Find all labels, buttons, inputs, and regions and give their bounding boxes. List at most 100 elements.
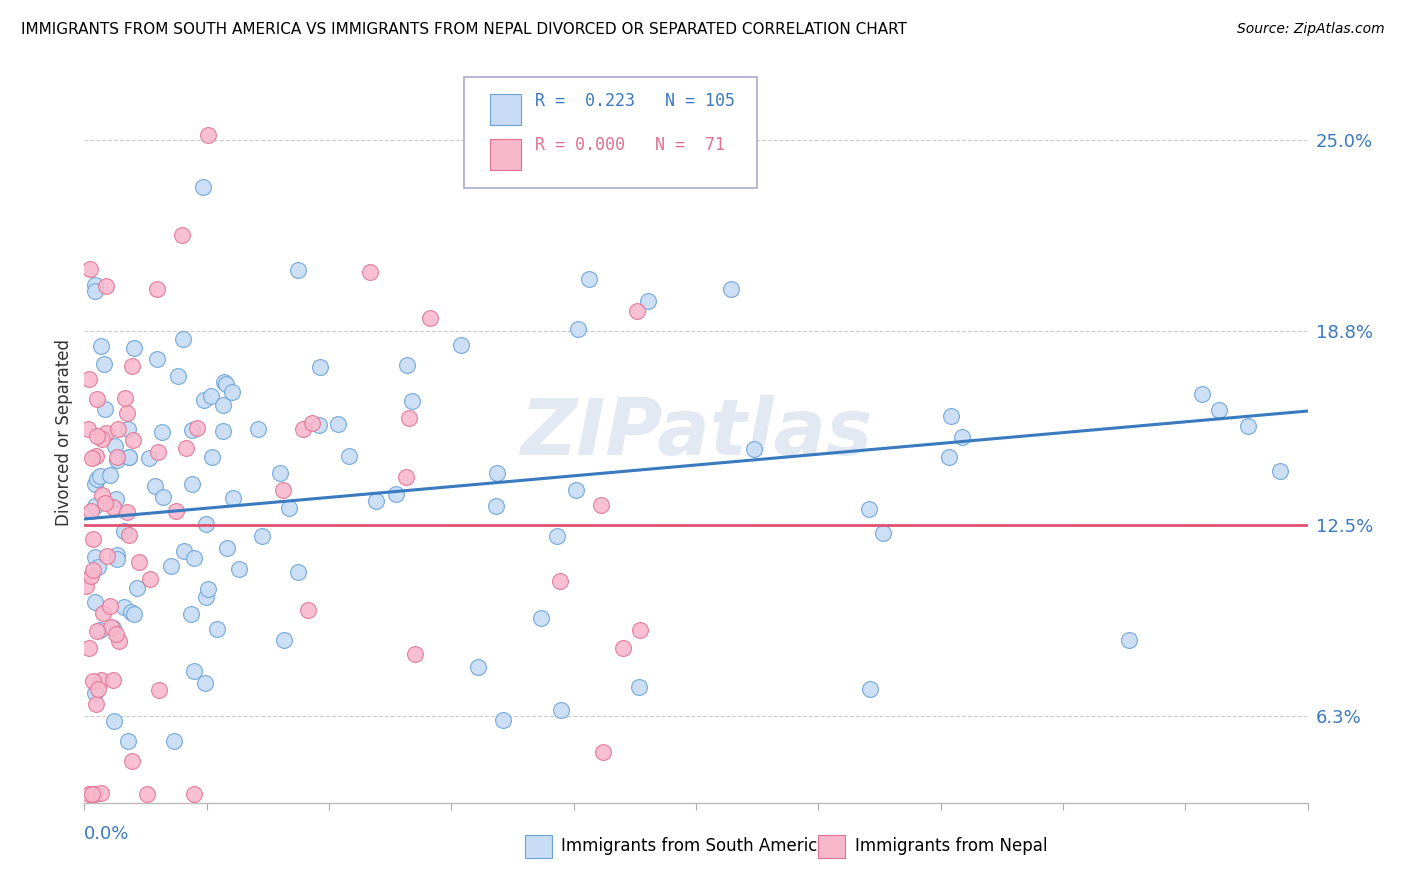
- Text: ZIPatlas: ZIPatlas: [520, 394, 872, 471]
- Point: [612, 641, 634, 656]
- Point: [269, 466, 291, 480]
- Text: R =  0.223   N = 105: R = 0.223 N = 105: [534, 92, 734, 110]
- Point: [105, 453, 128, 467]
- Point: [938, 450, 960, 464]
- Point: [152, 490, 174, 504]
- Point: [183, 664, 205, 678]
- Point: [578, 272, 600, 286]
- Bar: [524, 835, 551, 858]
- Point: [79, 641, 101, 656]
- Point: [76, 422, 98, 436]
- Point: [83, 686, 105, 700]
- Point: [165, 504, 187, 518]
- Point: [128, 556, 150, 570]
- Point: [120, 605, 142, 619]
- Point: [328, 417, 350, 432]
- Point: [125, 581, 148, 595]
- Point: [90, 673, 112, 687]
- Point: [80, 787, 103, 801]
- Point: [77, 372, 100, 386]
- Point: [212, 398, 235, 412]
- Point: [114, 391, 136, 405]
- Point: [86, 472, 108, 486]
- Point: [138, 450, 160, 465]
- Point: [98, 467, 121, 482]
- Point: [82, 673, 104, 688]
- Point: [183, 787, 205, 801]
- Point: [90, 433, 112, 447]
- Point: [86, 392, 108, 406]
- Point: [567, 322, 589, 336]
- Point: [160, 558, 183, 573]
- Point: [395, 358, 418, 372]
- Point: [89, 623, 111, 637]
- Point: [941, 409, 963, 424]
- Point: [194, 517, 217, 532]
- Point: [589, 498, 612, 512]
- Point: [398, 411, 420, 425]
- Point: [112, 524, 135, 538]
- Point: [82, 564, 104, 578]
- Point: [101, 673, 124, 687]
- Text: R = 0.000   N =  71: R = 0.000 N = 71: [534, 136, 724, 154]
- Point: [193, 393, 215, 408]
- Point: [287, 263, 309, 277]
- Point: [485, 466, 508, 480]
- Point: [122, 433, 145, 447]
- Point: [84, 698, 107, 712]
- Point: [1118, 632, 1140, 647]
- Point: [101, 622, 124, 636]
- Point: [359, 265, 381, 279]
- Point: [93, 357, 115, 371]
- Text: Source: ZipAtlas.com: Source: ZipAtlas.com: [1237, 22, 1385, 37]
- Point: [197, 128, 219, 142]
- Point: [212, 375, 235, 389]
- Point: [122, 341, 145, 355]
- Point: [105, 627, 128, 641]
- Point: [858, 502, 880, 516]
- Point: [94, 402, 117, 417]
- Point: [89, 469, 111, 483]
- Point: [94, 496, 117, 510]
- Point: [1236, 418, 1258, 433]
- Point: [143, 479, 166, 493]
- Point: [79, 504, 101, 518]
- Point: [1191, 386, 1213, 401]
- Point: [91, 607, 114, 621]
- Point: [180, 607, 202, 621]
- Point: [467, 660, 489, 674]
- Point: [108, 634, 131, 648]
- Point: [191, 180, 214, 194]
- Point: [183, 551, 205, 566]
- Point: [273, 633, 295, 648]
- Point: [630, 624, 652, 638]
- Text: Immigrants from South America: Immigrants from South America: [561, 838, 828, 855]
- Point: [84, 449, 107, 463]
- Point: [627, 680, 650, 694]
- Point: [1268, 464, 1291, 478]
- Point: [186, 421, 208, 435]
- Point: [145, 351, 167, 366]
- FancyBboxPatch shape: [464, 78, 758, 188]
- Point: [105, 450, 128, 465]
- Point: [742, 442, 765, 456]
- Bar: [818, 835, 845, 858]
- Point: [96, 279, 118, 293]
- Point: [550, 703, 572, 717]
- Point: [115, 407, 138, 421]
- Point: [152, 425, 174, 440]
- Point: [194, 590, 217, 604]
- Point: [401, 393, 423, 408]
- Point: [83, 499, 105, 513]
- Point: [484, 499, 506, 513]
- Point: [148, 682, 170, 697]
- Point: [107, 422, 129, 436]
- Point: [404, 648, 426, 662]
- Point: [96, 549, 118, 564]
- Point: [87, 560, 110, 574]
- Point: [104, 491, 127, 506]
- Point: [546, 528, 568, 542]
- Point: [201, 450, 224, 465]
- Point: [215, 541, 238, 555]
- Point: [309, 359, 332, 374]
